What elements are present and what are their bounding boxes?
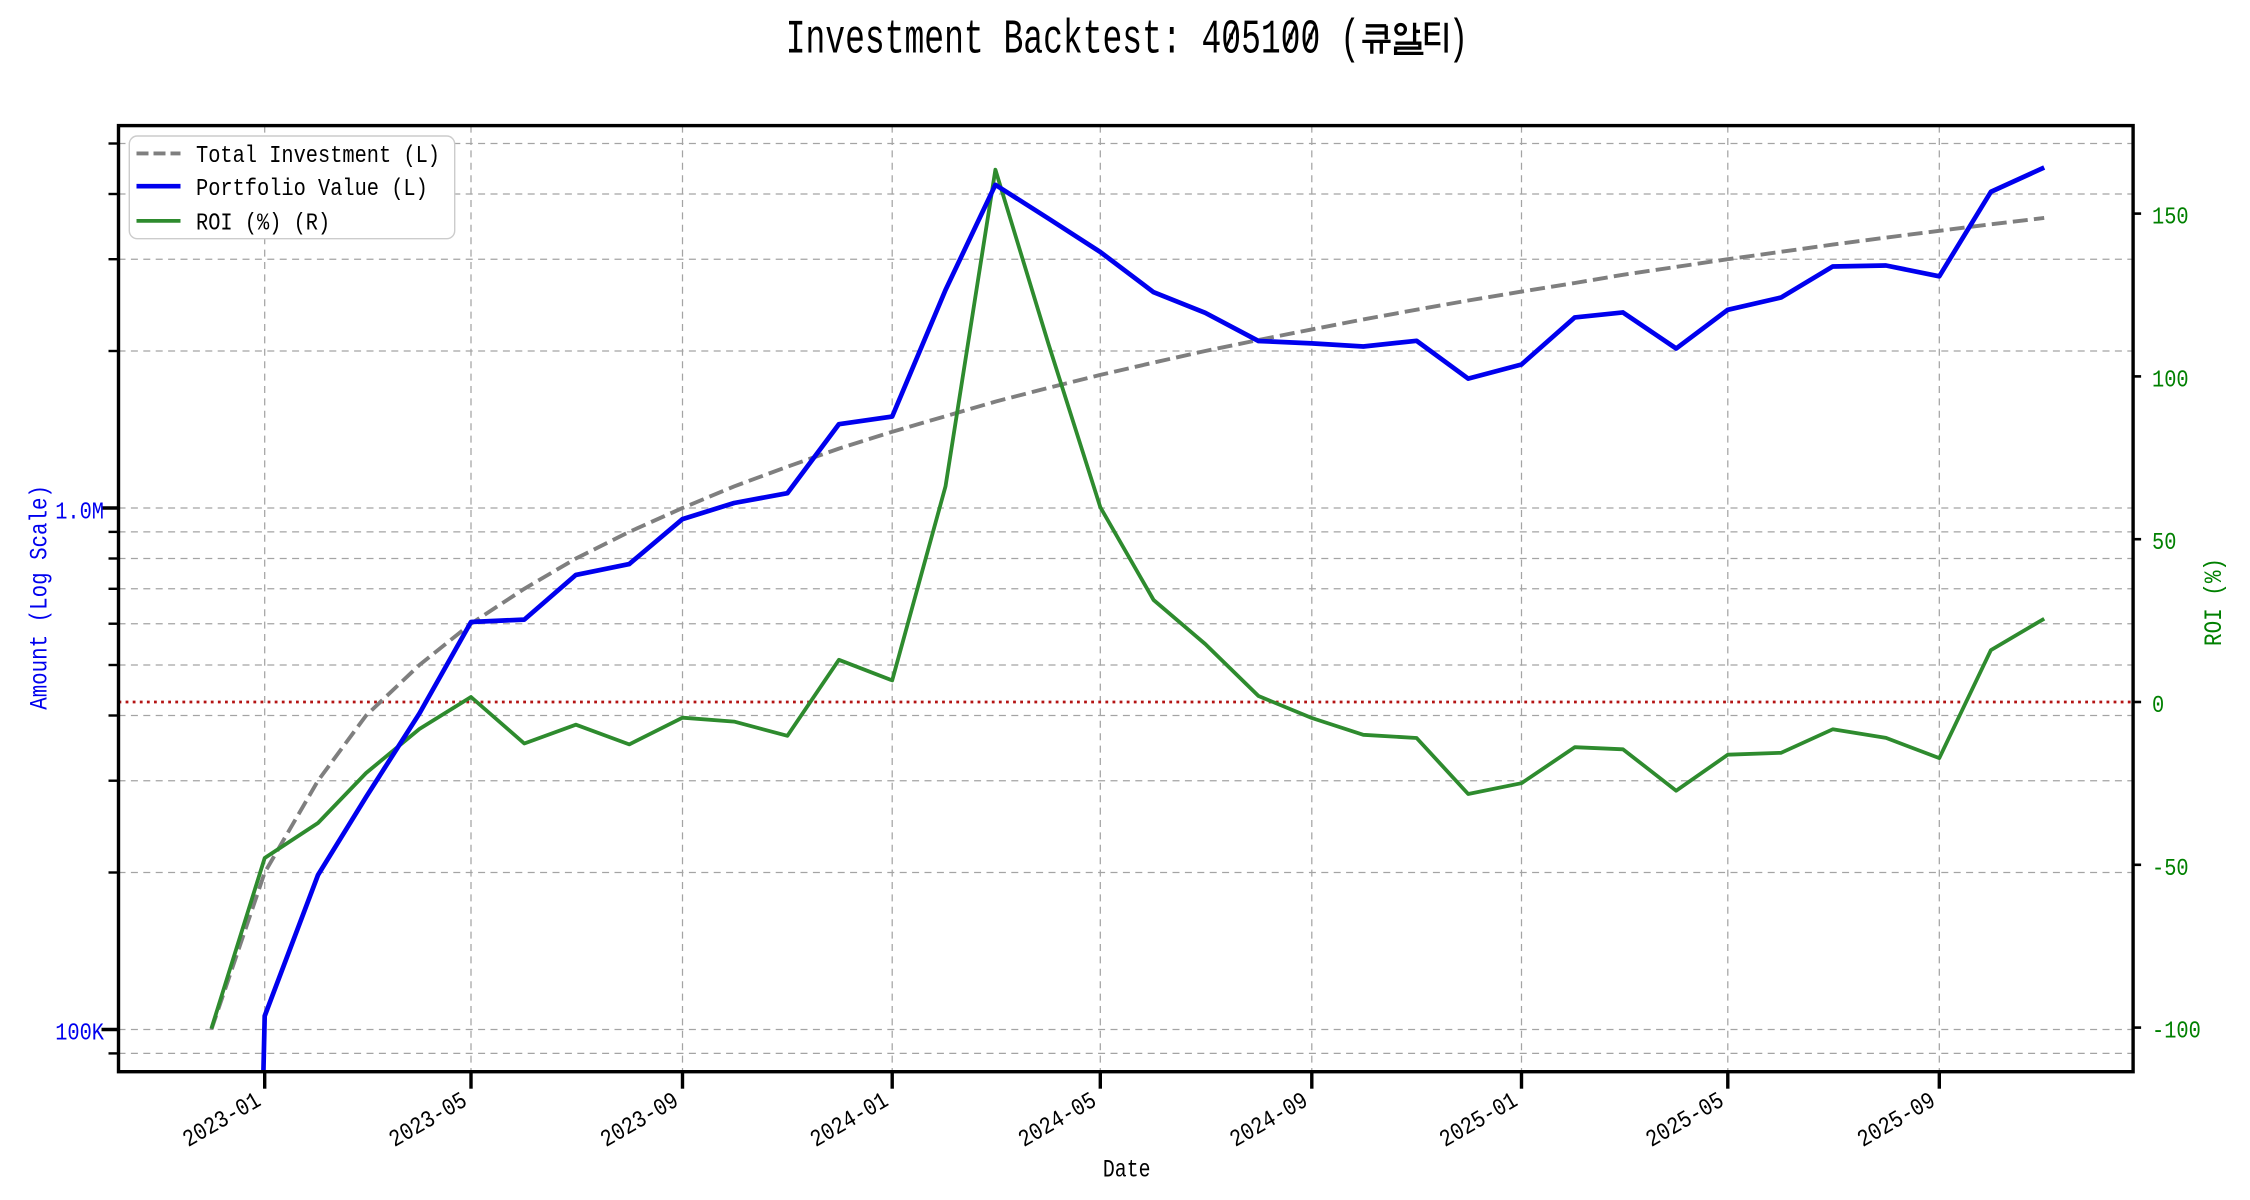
svg-text:0: 0 xyxy=(2152,693,2164,720)
svg-text:100K: 100K xyxy=(55,1021,104,1048)
svg-text:Investment Backtest: 405100 (: Investment Backtest: 405100 ( xyxy=(786,14,1360,68)
svg-text:Total Investment (L): Total Investment (L) xyxy=(196,143,440,170)
svg-text:50: 50 xyxy=(2152,530,2176,557)
svg-text:150: 150 xyxy=(2152,205,2189,232)
svg-text:ROI (%): ROI (%) xyxy=(2200,558,2229,646)
svg-text:-50: -50 xyxy=(2152,856,2189,883)
svg-text:Portfolio Value (L): Portfolio Value (L) xyxy=(196,176,428,203)
svg-text:Amount (Log Scale): Amount (Log Scale) xyxy=(26,485,55,710)
svg-text:Date: Date xyxy=(1103,1156,1151,1185)
svg-text:): ) xyxy=(1449,14,1469,68)
svg-text:1.0M: 1.0M xyxy=(55,499,104,526)
svg-text:100: 100 xyxy=(2152,367,2189,394)
svg-text:ROI (%) (R): ROI (%) (R) xyxy=(196,211,330,238)
svg-text:-100: -100 xyxy=(2152,1019,2201,1046)
